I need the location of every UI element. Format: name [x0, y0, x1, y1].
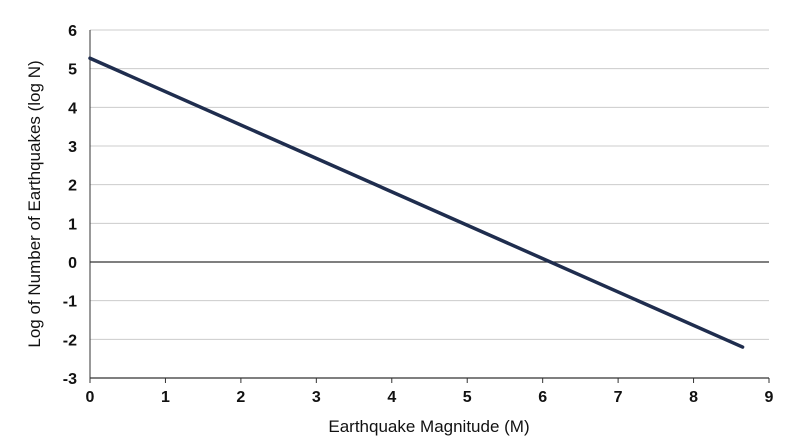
- x-tick-label: 2: [236, 389, 245, 406]
- x-tick-label: 9: [765, 389, 774, 406]
- x-tick-label: 1: [161, 389, 170, 406]
- x-tick-label: 3: [312, 389, 321, 406]
- y-tick-label: -2: [63, 332, 77, 349]
- y-axis-title: Log of Number of Earthquakes (log N): [25, 60, 44, 347]
- y-tick-label: -1: [63, 294, 77, 311]
- gridlines: [90, 29, 769, 340]
- x-tick-label: 5: [463, 389, 472, 406]
- x-axis-title: Earthquake Magnitude (M): [328, 417, 529, 436]
- y-tick-label: -3: [63, 371, 77, 388]
- y-tick-label: 6: [68, 23, 77, 40]
- x-tick-label: 6: [538, 389, 547, 406]
- y-tick-label: 5: [68, 62, 77, 79]
- y-tick-label: 3: [68, 139, 77, 156]
- series-line: [88, 56, 745, 349]
- y-tick-label: 4: [68, 100, 77, 117]
- x-tick-label: 7: [614, 389, 623, 406]
- y-tick-label: 0: [68, 255, 77, 272]
- axes: [89, 30, 770, 383]
- x-tick-label: 8: [689, 389, 698, 406]
- tick-labels: 0 1 2 3 4 5 6 7 8 9 6 5 4 3 2 1 0 -1 -2 -3: [63, 23, 774, 406]
- data-series: [88, 56, 745, 349]
- y-tick-label: 2: [68, 178, 77, 195]
- x-tick-label: 0: [86, 389, 95, 406]
- y-tick-label: 1: [68, 216, 77, 233]
- x-tick-label: 4: [387, 389, 396, 406]
